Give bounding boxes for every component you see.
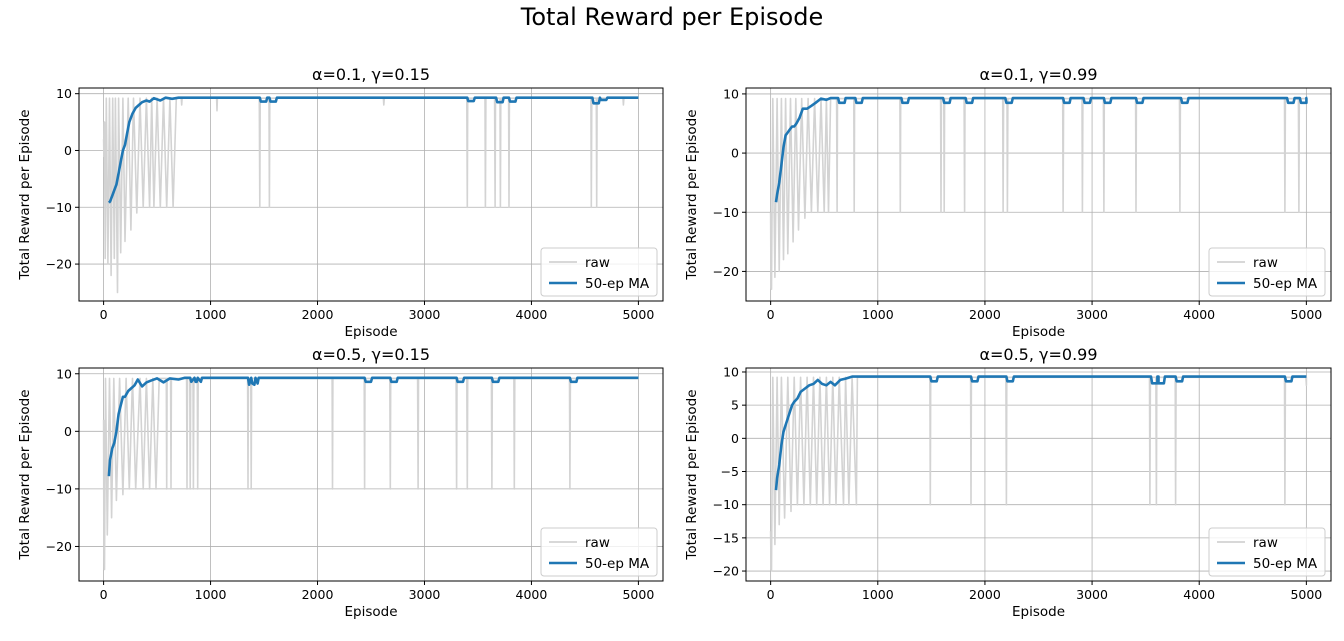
x-axis-label: Episode — [344, 604, 397, 620]
x-tick-label: 2000 — [302, 587, 334, 602]
x-tick-label: 0 — [100, 587, 108, 602]
y-tick-label: −20 — [46, 539, 72, 554]
x-tick-label: 4000 — [516, 587, 548, 602]
y-tick-label: −20 — [713, 264, 739, 279]
x-axis-label: Episode — [1012, 324, 1065, 340]
x-tick-label: 4000 — [1183, 587, 1215, 602]
y-tick-label: 0 — [64, 424, 72, 439]
y-tick-label: 10 — [56, 366, 72, 381]
axes-frame — [78, 87, 664, 302]
x-tick-label: 0 — [767, 307, 775, 322]
y-tick-label: −15 — [713, 530, 739, 545]
legend-ma-label: 50-ep MA — [1253, 276, 1318, 292]
subplot-title: α=0.1, γ=0.15 — [312, 65, 430, 84]
legend: raw 50-ep MA — [540, 527, 658, 577]
y-tick-label: −5 — [721, 464, 739, 479]
y-axis-label: Total Reward per Episode — [17, 109, 33, 280]
x-tick-label: 1000 — [195, 587, 227, 602]
legend-raw-label: raw — [1253, 255, 1278, 271]
y-tick-label: 10 — [723, 86, 739, 101]
subplot-1: 0 1000 2000 3000 4000 5000 −20 −10 0 10 α=0.1, γ=0… — [17, 65, 664, 340]
x-tick-label: 1000 — [195, 307, 227, 322]
x-axis-label: Episode — [344, 324, 397, 340]
y-tick-label: 0 — [731, 146, 739, 161]
subplot-2: 0 1000 2000 3000 4000 5000 −20 −10 0 10 α=0.1, γ=0… — [684, 65, 1332, 340]
axes-frame — [745, 87, 1332, 302]
y-tick-label: −10 — [713, 497, 739, 512]
x-tick-label: 5000 — [1290, 307, 1322, 322]
legend-ma-label: 50-ep MA — [585, 276, 650, 292]
x-tick-label: 1000 — [862, 307, 894, 322]
x-tick-label: 0 — [767, 587, 775, 602]
legend-ma-label: 50-ep MA — [585, 556, 650, 572]
x-tick-label: 3000 — [1076, 587, 1108, 602]
y-tick-label: 10 — [723, 364, 739, 379]
y-tick-label: −10 — [46, 200, 72, 215]
x-tick-label: 5000 — [622, 307, 654, 322]
ma-series-line — [107, 376, 639, 477]
x-tick-label: 4000 — [516, 307, 548, 322]
x-tick-label: 3000 — [409, 307, 441, 322]
x-tick-label: 1000 — [862, 587, 894, 602]
figure-title: Total Reward per Episode — [520, 3, 823, 31]
y-tick-label: −20 — [713, 564, 739, 579]
legend: raw 50-ep MA — [540, 247, 658, 297]
x-tick-label: 0 — [100, 307, 108, 322]
y-axis-label: Total Reward per Episode — [684, 389, 700, 560]
y-tick-label: −10 — [46, 481, 72, 496]
raw-series-line — [769, 97, 1307, 291]
subplot-3: 0 1000 2000 3000 4000 5000 −20 −10 0 10 α=0.5, γ=0… — [17, 345, 664, 620]
x-tick-label: 5000 — [1290, 587, 1322, 602]
legend-raw-label: raw — [1253, 535, 1278, 551]
y-tick-label: 0 — [731, 431, 739, 446]
y-axis-label: Total Reward per Episode — [684, 109, 700, 280]
ma-series-line — [774, 96, 1308, 203]
legend: raw 50-ep MA — [1208, 527, 1326, 577]
subplot-title: α=0.5, γ=0.15 — [312, 345, 430, 364]
subplot-4: 0 1000 2000 3000 4000 5000 −20 −15 −10 −5 0 5 10 α=0.… — [684, 345, 1332, 620]
subplot-title: α=0.1, γ=0.99 — [979, 65, 1097, 84]
y-axis-label: Total Reward per Episode — [17, 389, 33, 560]
y-tick-label: −20 — [46, 257, 72, 272]
y-tick-label: 0 — [64, 143, 72, 158]
legend: raw 50-ep MA — [1208, 247, 1326, 297]
x-tick-label: 5000 — [622, 587, 654, 602]
x-tick-label: 2000 — [969, 587, 1001, 602]
legend-raw-label: raw — [585, 535, 610, 551]
ma-series-line — [774, 375, 1307, 491]
ma-series-line — [107, 96, 639, 204]
y-tick-label: −10 — [713, 205, 739, 220]
axes-frame — [78, 367, 664, 582]
x-tick-label: 3000 — [1076, 307, 1108, 322]
legend-raw-label: raw — [585, 255, 610, 271]
x-tick-label: 3000 — [409, 587, 441, 602]
x-tick-label: 4000 — [1183, 307, 1215, 322]
x-tick-label: 2000 — [969, 307, 1001, 322]
axes-frame — [745, 367, 1332, 582]
x-tick-label: 2000 — [302, 307, 334, 322]
x-axis-label: Episode — [1012, 604, 1065, 620]
legend-ma-label: 50-ep MA — [1253, 556, 1318, 572]
y-tick-label: 10 — [56, 86, 72, 101]
subplot-title: α=0.5, γ=0.99 — [979, 345, 1097, 364]
y-tick-label: 5 — [731, 398, 739, 413]
